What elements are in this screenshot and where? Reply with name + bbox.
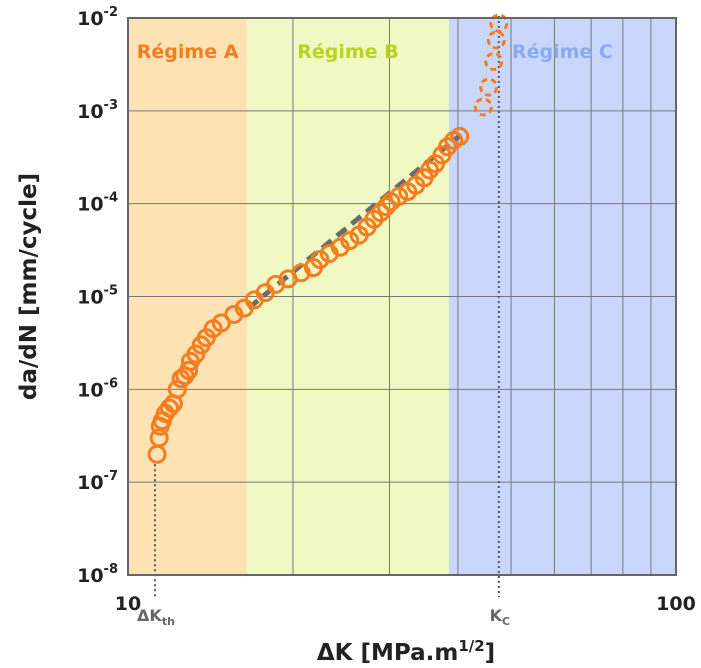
data-point: [371, 203, 391, 223]
fit-line: [247, 133, 462, 311]
y-tick-label: 10-8: [77, 562, 118, 587]
data-point: [310, 250, 330, 270]
data-point: [159, 398, 179, 418]
data-point: [211, 313, 231, 333]
y-tick-label: 10-7: [77, 469, 118, 494]
data-point: [179, 360, 199, 380]
data-point: [389, 186, 409, 206]
data-point: [149, 428, 169, 448]
marker-label: ΔKth: [137, 606, 175, 628]
regime-labels: Régime A Régime B Régime C: [137, 41, 613, 63]
x-tick-label: 100: [656, 593, 696, 615]
data-point: [473, 97, 493, 117]
y-tick-label: 10-5: [77, 284, 118, 309]
regime-label: Régime B: [297, 41, 398, 63]
data-point: [484, 51, 504, 71]
x-tick-labels: 10 100: [115, 593, 696, 615]
marker-labels: ΔKth KC: [137, 606, 510, 628]
data-point: [376, 197, 396, 217]
marker-label: KC: [490, 606, 510, 628]
paris-law-fit-line: [247, 133, 462, 311]
data-points: [147, 13, 509, 464]
data-point: [450, 126, 470, 146]
x-tick-label: 10: [115, 593, 141, 615]
y-axis-title: da/dN [mm/cycle]: [16, 173, 42, 400]
regime-label: Régime C: [512, 41, 613, 63]
data-point: [479, 77, 499, 97]
plot-frame: [127, 17, 677, 576]
grid-lines: [127, 17, 677, 576]
y-tick-label: 10-4: [77, 191, 118, 216]
x-axis-title: ΔK [MPa.m1/2]: [317, 637, 495, 666]
data-point: [489, 13, 509, 33]
y-tick-label: 10-2: [77, 5, 118, 30]
regime-label: Régime A: [137, 41, 239, 63]
y-tick-label: 10-3: [77, 98, 118, 123]
y-tick-labels: 10-8 10-7 10-6 10-5 10-4 10-3 10-2: [77, 5, 118, 587]
y-tick-label: 10-6: [77, 376, 118, 401]
data-point: [486, 30, 506, 50]
